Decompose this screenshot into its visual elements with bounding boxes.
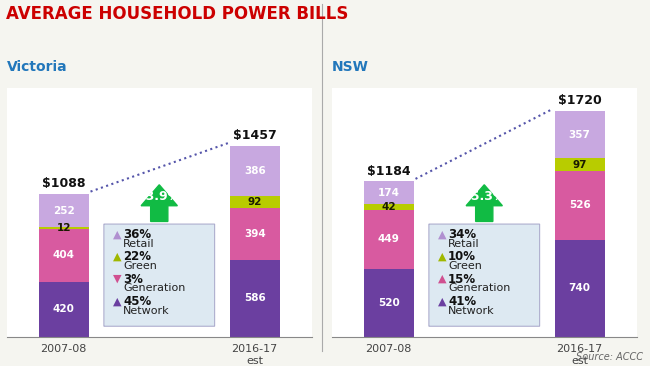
Bar (364, 204, 413, 210)
Bar (39, 194, 88, 227)
Text: ▼: ▼ (114, 274, 122, 284)
Bar (555, 171, 605, 240)
Text: Victoria: Victoria (6, 60, 67, 74)
Text: Source: ACCC: Source: ACCC (577, 352, 644, 362)
Text: Network: Network (123, 306, 170, 316)
Text: Green: Green (448, 261, 482, 271)
Text: 15%: 15% (448, 273, 476, 285)
Bar (230, 260, 280, 337)
Text: 526: 526 (569, 200, 591, 210)
Bar (555, 111, 605, 158)
Bar (555, 158, 605, 171)
Text: ▲: ▲ (114, 229, 122, 240)
Bar (230, 196, 280, 208)
Text: 520: 520 (378, 298, 400, 308)
Bar (39, 282, 88, 337)
Bar (364, 210, 413, 269)
Text: 449: 449 (378, 234, 400, 244)
Text: $1720: $1720 (558, 94, 602, 108)
Text: Generation: Generation (448, 283, 510, 294)
Bar (39, 229, 88, 282)
Text: 357: 357 (569, 130, 591, 140)
Text: 33.9%: 33.9% (138, 190, 181, 203)
Text: NSW: NSW (332, 60, 369, 74)
Text: Retail: Retail (123, 239, 155, 249)
Text: Network: Network (448, 306, 495, 316)
Text: 36%: 36% (123, 228, 151, 241)
Text: 252: 252 (53, 206, 75, 216)
Polygon shape (141, 185, 177, 221)
Text: ▲: ▲ (438, 296, 447, 306)
Text: 394: 394 (244, 229, 266, 239)
Text: 404: 404 (53, 250, 75, 260)
Text: 45%: 45% (123, 295, 151, 308)
Bar (230, 146, 280, 196)
Text: Green: Green (123, 261, 157, 271)
Text: 12: 12 (57, 223, 71, 233)
Text: $1184: $1184 (367, 165, 411, 178)
Text: 34%: 34% (448, 228, 476, 241)
Text: Retail: Retail (448, 239, 480, 249)
Text: ▲: ▲ (438, 274, 447, 284)
Text: Generation: Generation (123, 283, 185, 294)
Text: ▲: ▲ (114, 252, 122, 262)
FancyBboxPatch shape (104, 224, 214, 326)
Text: 174: 174 (378, 188, 400, 198)
Text: 3%: 3% (123, 273, 143, 285)
Text: 41%: 41% (448, 295, 476, 308)
Polygon shape (466, 185, 502, 221)
Bar (555, 240, 605, 337)
Text: $1457: $1457 (233, 129, 277, 142)
Text: 586: 586 (244, 293, 266, 303)
Text: 386: 386 (244, 166, 266, 176)
Bar (364, 269, 413, 337)
Text: $1088: $1088 (42, 177, 86, 190)
Text: 22%: 22% (123, 250, 151, 263)
Text: AVERAGE HOUSEHOLD POWER BILLS: AVERAGE HOUSEHOLD POWER BILLS (6, 5, 349, 23)
Text: ▲: ▲ (114, 296, 122, 306)
Bar (39, 227, 88, 229)
Text: 45.3%: 45.3% (463, 190, 506, 203)
Bar (230, 208, 280, 260)
FancyBboxPatch shape (429, 224, 540, 326)
Text: 740: 740 (569, 283, 591, 293)
Text: 420: 420 (53, 304, 75, 314)
Text: 10%: 10% (448, 250, 476, 263)
Text: ▲: ▲ (438, 229, 447, 240)
Text: ▲: ▲ (438, 252, 447, 262)
Bar (364, 182, 413, 204)
Text: 42: 42 (382, 202, 396, 212)
Text: 97: 97 (573, 160, 587, 169)
Text: 92: 92 (248, 197, 262, 207)
